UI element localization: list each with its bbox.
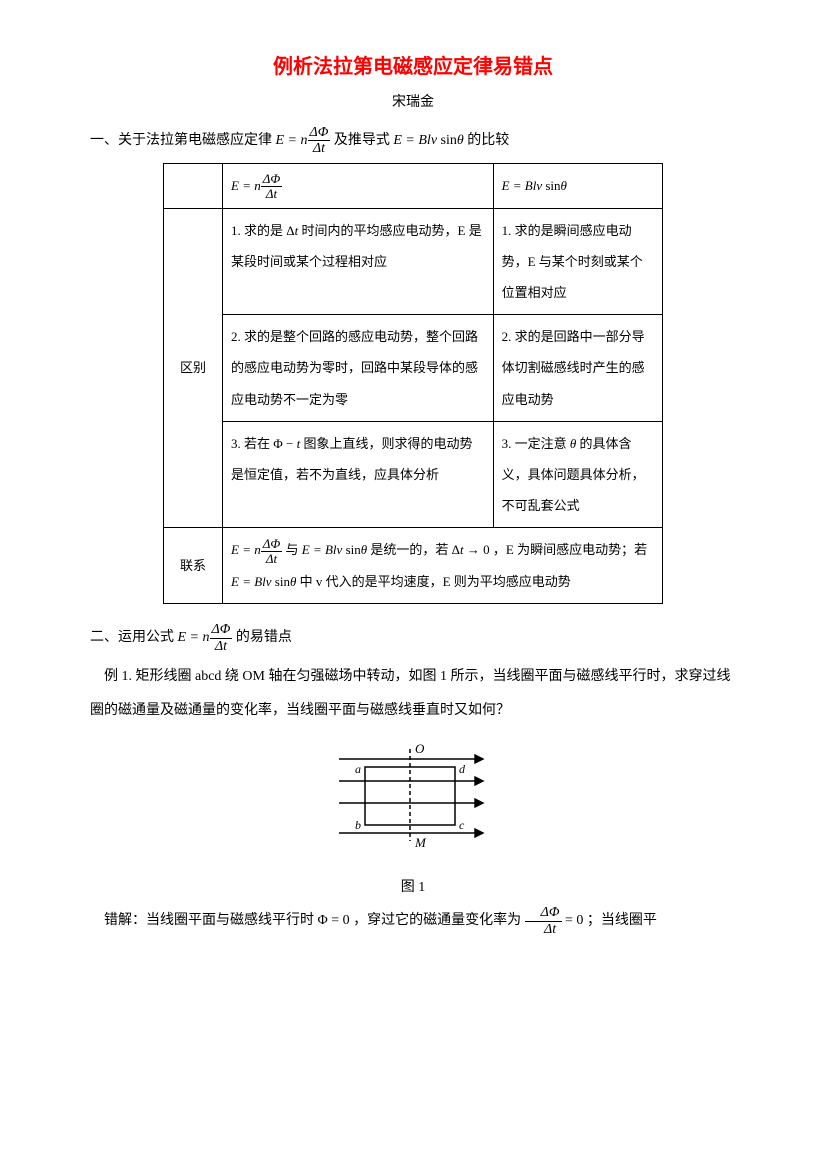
table-row: 3. 若在 Φ − t 图象上直线，则求得的电动势是恒定值，若不为直线，应具体分…	[164, 421, 663, 528]
diff-b1: 1. 求的是瞬间感应电动势，E 与某个时刻或某个位置相对应	[493, 208, 662, 315]
header-formula-flux: E = nΔΦΔt	[223, 163, 494, 208]
label-d: d	[459, 762, 466, 776]
link-cell: E = nΔΦΔt 与 E = Blv sinθ 是统一的，若 Δt → 0 ，…	[223, 528, 663, 604]
section-2-heading: 二、运用公式 E = nΔΦΔt 的易错点	[90, 622, 736, 654]
wrong-solution-text: 错解：当线圈平面与磁感线平行时 Φ = 0 ，穿过它的磁通量变化率为 ΔΦΔt …	[90, 904, 736, 938]
table-row: E = nΔΦΔt E = Blv sinθ	[164, 163, 663, 208]
label-M: M	[414, 835, 427, 850]
label-b: b	[355, 818, 361, 832]
diff-a3: 3. 若在 Φ − t 图象上直线，则求得的电动势是恒定值，若不为直线，应具体分…	[223, 421, 494, 528]
diff-b3: 3. 一定注意 θ 的具体含义，具体问题具体分析，不可乱套公式	[493, 421, 662, 528]
section-1-heading: 一、关于法拉第电磁感应定律 E = nΔΦΔt 及推导式 E = Blv sin…	[90, 125, 736, 157]
example-1-text: 例 1. 矩形线圈 abcd 绕 OM 轴在匀强磁场中转动，如图 1 所示，当线…	[90, 660, 736, 727]
label-a: a	[355, 762, 361, 776]
label-c: c	[459, 818, 465, 832]
table-row: 区别 1. 求的是 Δt 时间内的平均感应电动势，E 是某段时间或某个过程相对应…	[164, 208, 663, 315]
row-label-diff: 区别	[164, 208, 223, 528]
table-row: 2. 求的是整个回路的感应电动势，整个回路的感应电动势为零时，回路中某段导体的感…	[164, 315, 663, 422]
coil-diagram-icon: O M a d b c	[333, 741, 493, 851]
comparison-table: E = nΔΦΔt E = Blv sinθ 区别 1. 求的是 Δt 时间内的…	[163, 163, 663, 605]
page-title: 例析法拉第电磁感应定律易错点	[90, 50, 736, 79]
label-O: O	[415, 741, 425, 756]
figure-1: O M a d b c	[90, 741, 736, 856]
diff-a1: 1. 求的是 Δt 时间内的平均感应电动势，E 是某段时间或某个过程相对应	[223, 208, 494, 315]
diff-a2: 2. 求的是整个回路的感应电动势，整个回路的感应电动势为零时，回路中某段导体的感…	[223, 315, 494, 422]
author-name: 宋瑞金	[90, 91, 736, 111]
table-row: 联系 E = nΔΦΔt 与 E = Blv sinθ 是统一的，若 Δt → …	[164, 528, 663, 604]
row-label-link: 联系	[164, 528, 223, 604]
header-formula-blv: E = Blv sinθ	[493, 163, 662, 208]
diff-b2: 2. 求的是回路中一部分导体切割磁感线时产生的感应电动势	[493, 315, 662, 422]
figure-1-caption: 图 1	[90, 876, 736, 896]
header-empty	[164, 163, 223, 208]
